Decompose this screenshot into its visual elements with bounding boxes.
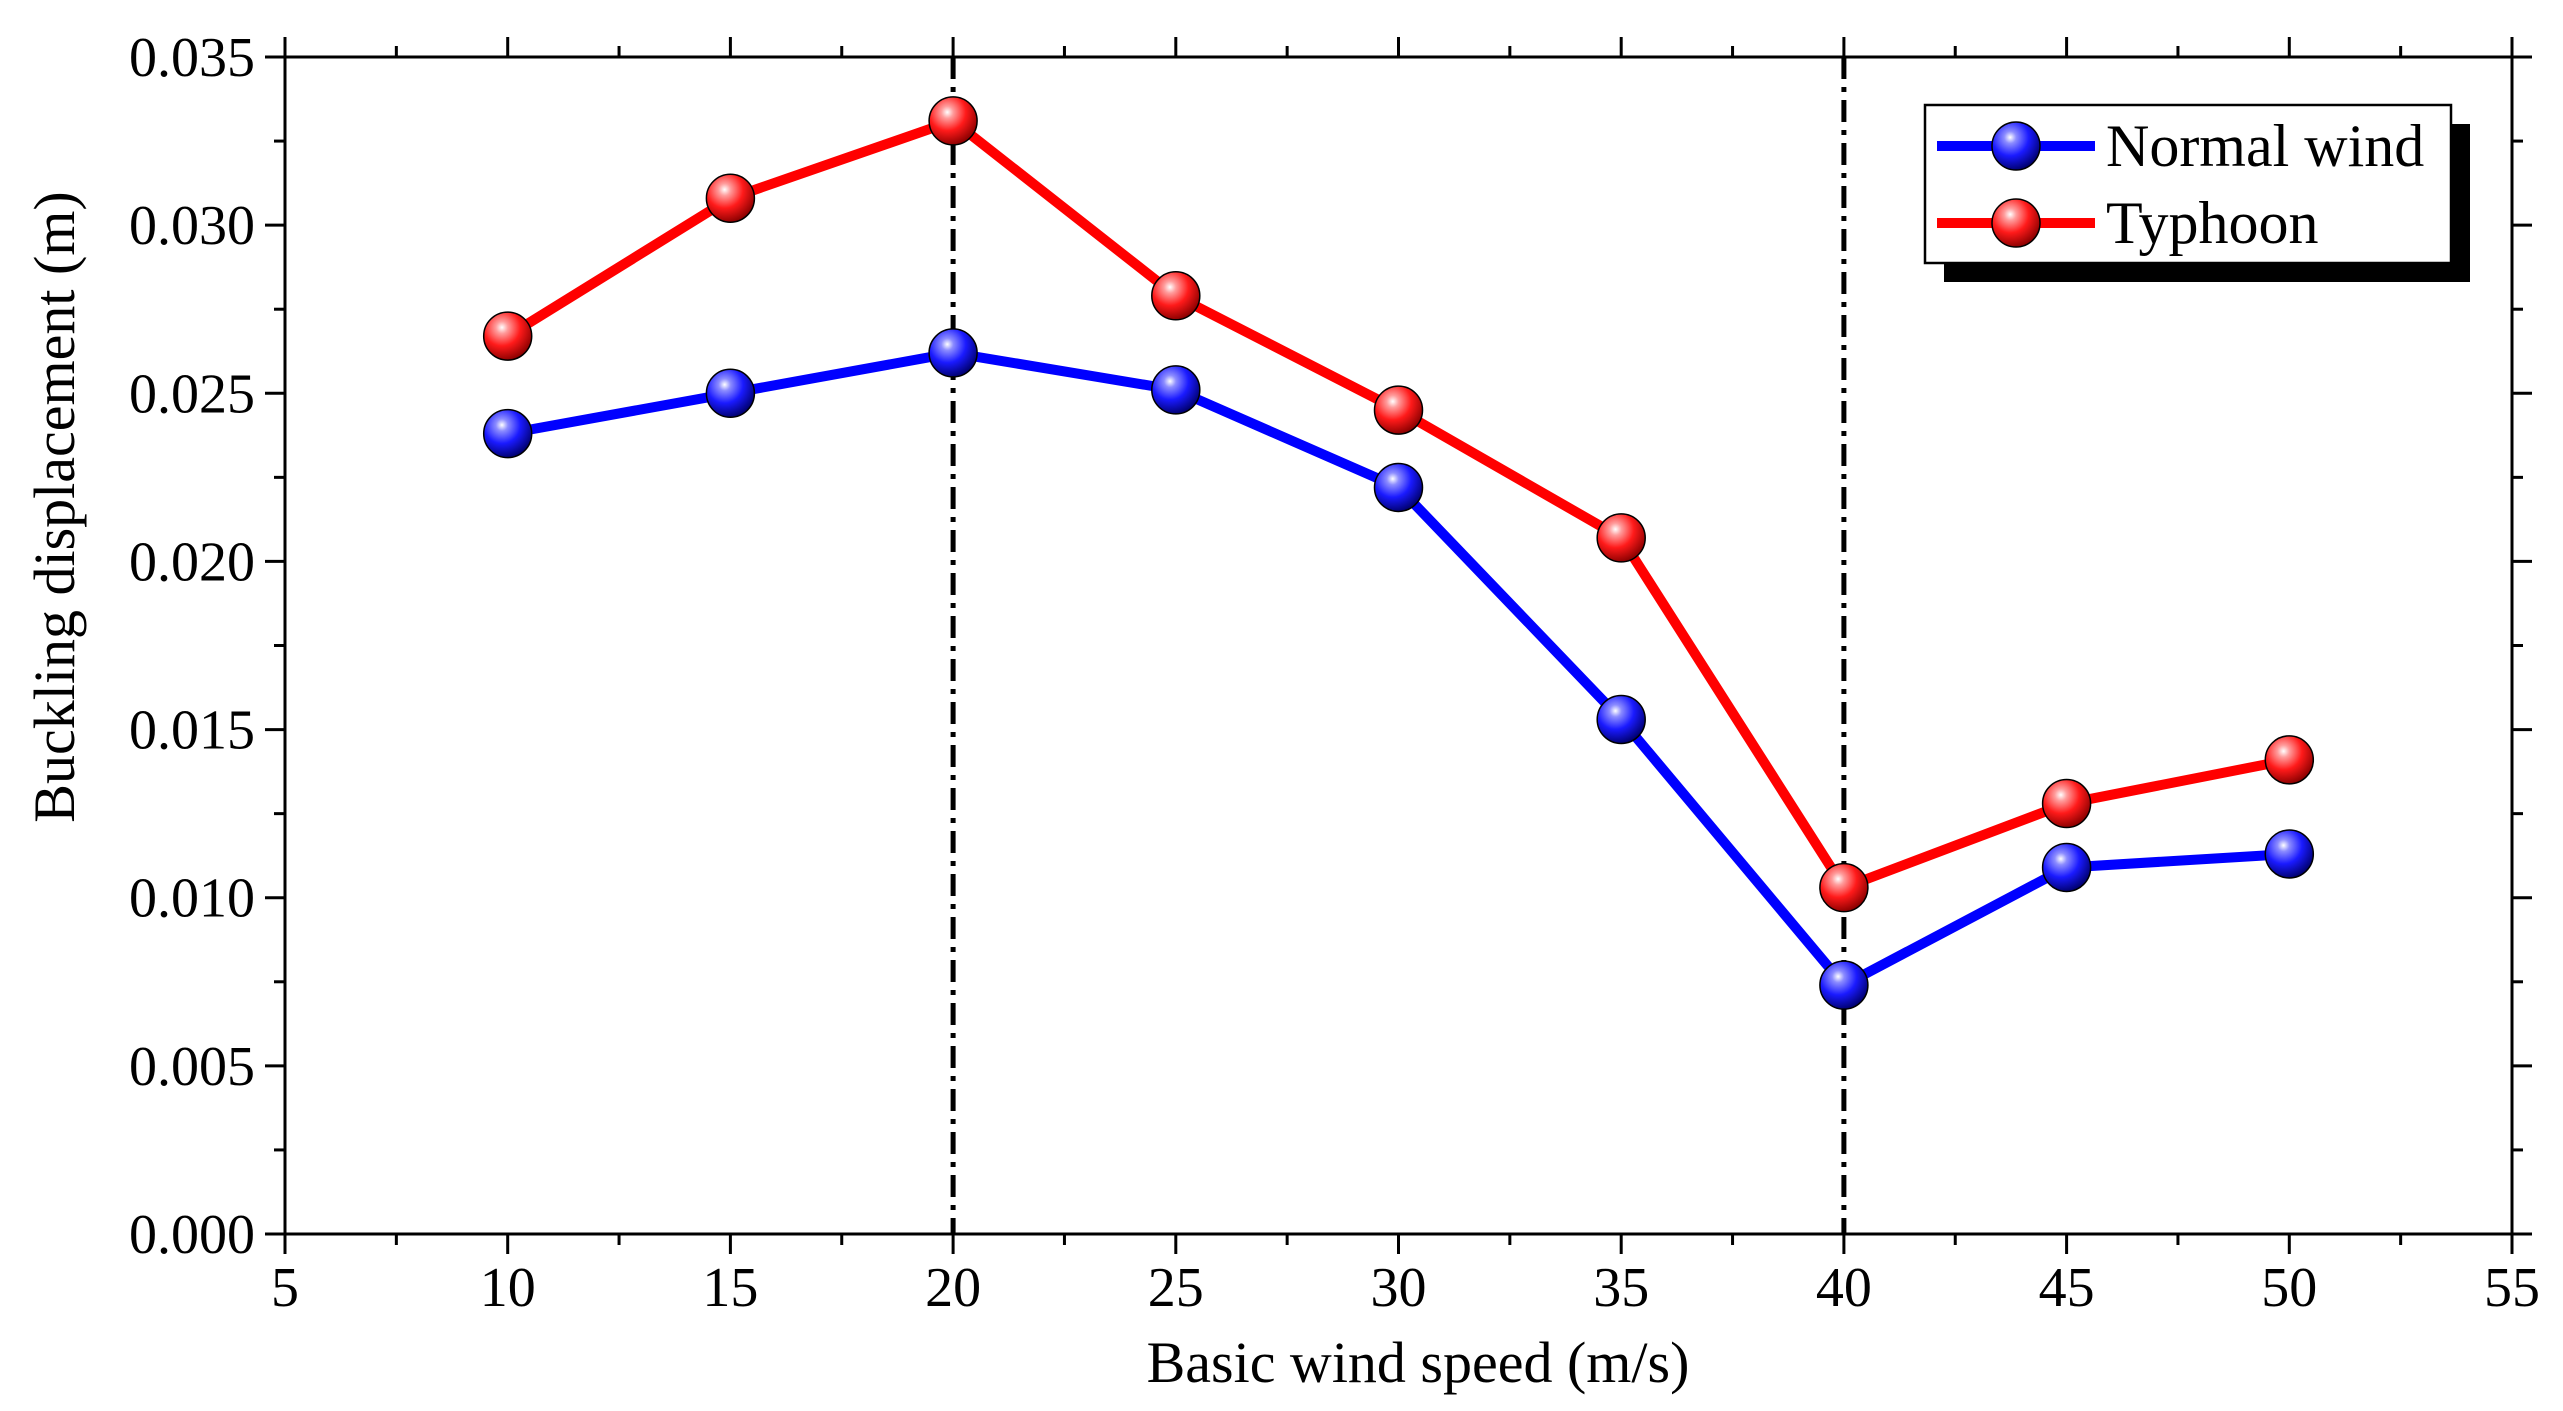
x-tick-label: 10 [480,1257,536,1319]
data-point [2041,842,2092,893]
data-point [2264,829,2315,879]
data-point [705,368,756,419]
x-tick-label: 55 [2484,1257,2540,1319]
data-point [1373,385,1424,435]
y-tick-label: 0.035 [129,27,255,89]
legend-label: Normal wind [2106,113,2424,179]
data-point [2041,778,2092,829]
data-point [705,173,756,223]
data-point [1373,462,1424,513]
x-tick-label: 50 [2261,1257,2317,1319]
legend-marker [1991,121,2041,171]
x-tick-label: 35 [1593,1257,1649,1319]
series-layer [482,96,2315,1010]
y-tick-label: 0.015 [129,700,255,762]
reference-lines [950,57,1847,1234]
y-tick-label: 0.020 [129,531,255,593]
data-point [928,96,978,146]
data-point [1151,365,1201,415]
legend-label: Typhoon [2106,190,2318,256]
x-tick-label: 40 [1816,1257,1872,1319]
y-tick-label: 0.030 [129,195,255,257]
y-tick-label: 0.005 [129,1036,255,1098]
data-point [482,311,533,361]
data-point [928,328,978,378]
legend-marker [1991,198,2041,248]
data-point [1151,271,1201,321]
x-axis-title: Basic wind speed (m/s) [1147,1330,1690,1395]
x-tick-label: 20 [925,1257,981,1319]
x-tick-label: 15 [702,1257,758,1319]
data-point [1819,862,1869,913]
data-point [1596,513,1646,563]
data-point [1819,960,1869,1010]
axes: 5 10 15 20 25 30 35 40 45 50 55 0.000 0.005 0.010 0.01… [129,27,2540,1319]
y-tick-label: 0.000 [129,1204,255,1266]
legend: Normal wind Typhoon [1923,103,2470,282]
x-tick-label: 45 [2039,1257,2095,1319]
data-point [1596,694,1646,745]
y-tick-label: 0.010 [129,868,255,930]
x-tick-label: 30 [1371,1257,1427,1319]
data-point [2264,735,2315,785]
x-tick-label: 25 [1148,1257,1204,1319]
y-axis-title: Buckling displacement (m) [22,191,87,822]
data-point [482,408,533,459]
x-tick-label: 5 [271,1257,299,1319]
y-tick-label: 0.025 [129,363,255,425]
